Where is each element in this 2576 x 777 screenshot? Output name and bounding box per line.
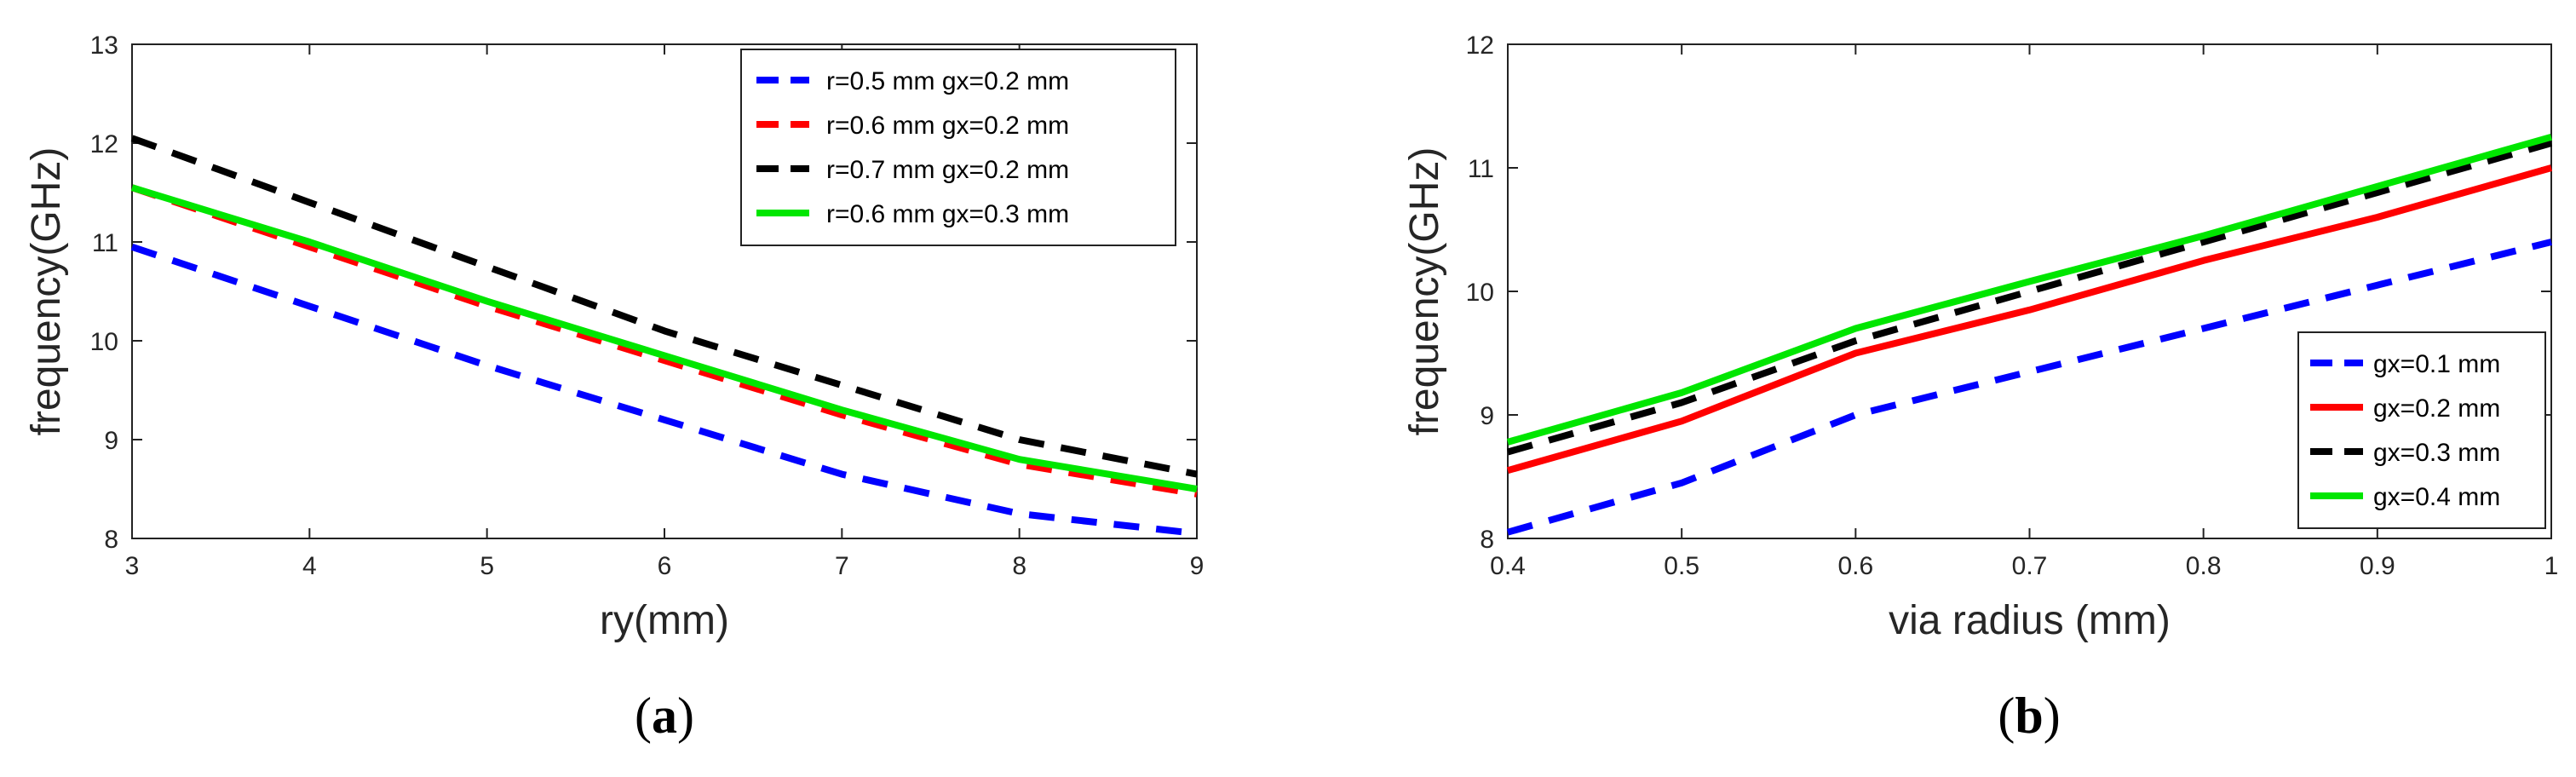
legend-label: gx=0.1 mm: [2373, 350, 2500, 378]
legend: r=0.5 mm gx=0.2 mm r=0.6 mm gx=0.2 mm r=0.…: [740, 49, 1176, 246]
series-line-2: [1506, 164, 2553, 475]
y-tick-label: 12: [1466, 32, 1494, 60]
y-tick-label: 12: [90, 130, 118, 158]
x-tick-label: 1: [2544, 552, 2559, 580]
x-tick-label: 5: [480, 552, 494, 580]
x-tick-label: 3: [125, 552, 140, 580]
x-tick-label: 0.9: [2360, 552, 2395, 580]
series-line-3: [1506, 140, 2553, 456]
y-tick-label: 9: [1480, 402, 1494, 430]
y-axis-label: frequency(GHz): [1402, 147, 1447, 436]
legend-label: r=0.7 mm gx=0.2 mm: [826, 156, 1069, 184]
y-tick-label: 10: [90, 328, 118, 356]
series-line-1: [130, 244, 1198, 538]
legend: gx=0.1 mm gx=0.2 mm gx=0.3 mm gx=0.4 mm: [2297, 331, 2546, 529]
x-tick-label: 0.8: [2186, 552, 2222, 580]
y-tick-label: 11: [92, 229, 118, 257]
legend-label: gx=0.2 mm: [2373, 394, 2500, 423]
y-tick-label: 13: [90, 32, 118, 60]
y-tick-label: 10: [1466, 279, 1494, 307]
series-line-2: [130, 184, 1198, 498]
panel-caption: (a): [635, 688, 694, 744]
series-line-3: [130, 135, 1198, 478]
y-tick-label: 9: [104, 427, 118, 455]
x-axis-label: via radius (mm): [1889, 598, 2171, 643]
x-tick-label: 7: [835, 552, 849, 580]
x-tick-label: 9: [1190, 552, 1205, 580]
x-tick-label: 4: [302, 552, 317, 580]
x-tick-label: 0.5: [1664, 552, 1699, 580]
legend-label: gx=0.3 mm: [2373, 439, 2500, 467]
chart-panel-a: 3 4 5 6 7 8 9 8 9 10 11 12 13 ry(mm) frequency(GHz) r=0…: [24, 32, 1204, 744]
series-line-4: [130, 184, 1198, 492]
x-axis-label: ry(mm): [600, 598, 729, 643]
legend-label: r=0.6 mm gx=0.2 mm: [826, 112, 1069, 140]
x-tick-label: 0.4: [1490, 552, 1526, 580]
x-tick-label: 6: [658, 552, 672, 580]
legend-box: [740, 49, 1176, 246]
series-line-4: [1506, 133, 2553, 446]
series-line-1: [1506, 239, 2552, 536]
x-tick-label: 8: [1012, 552, 1026, 580]
chart-panel-b: 0.4 0.5 0.6 0.7 0.8 0.9 1 8 9 10 11 12 via radius (m…: [1402, 32, 2558, 744]
y-axis-label: frequency(GHz): [24, 147, 69, 436]
x-tick-label: 0.6: [1837, 552, 1873, 580]
legend-label: r=0.5 mm gx=0.2 mm: [826, 67, 1069, 95]
y-tick-label: 11: [1468, 155, 1494, 183]
legend-label: gx=0.4 mm: [2373, 483, 2500, 511]
y-tick-label: 8: [104, 526, 118, 554]
legend-label: r=0.6 mm gx=0.3 mm: [826, 200, 1069, 228]
x-tick-label: 0.7: [2012, 552, 2048, 580]
y-tick-label: 8: [1480, 526, 1494, 554]
panel-caption: (b): [1998, 688, 2060, 744]
